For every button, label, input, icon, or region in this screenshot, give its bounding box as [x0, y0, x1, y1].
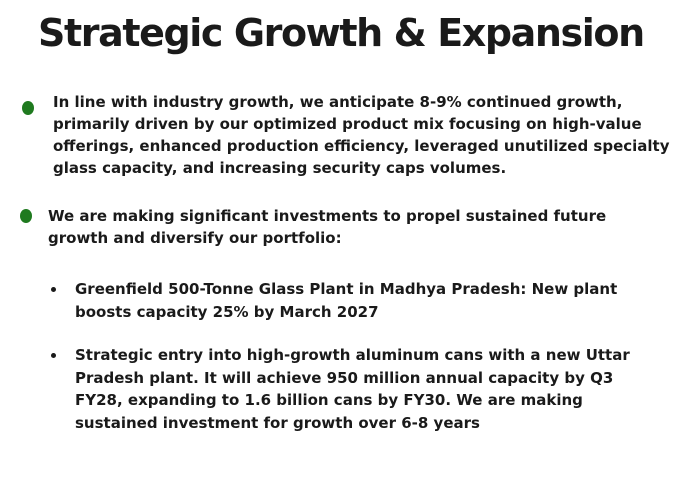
bullet-text: We are making significant investments to… [48, 207, 607, 247]
black-bullet-icon [51, 287, 56, 292]
green-bullet-icon [20, 209, 32, 223]
sub-bullet-text: Strategic entry into high-growth aluminu… [75, 346, 630, 432]
bullet-text: In line with industry growth, we anticip… [53, 93, 670, 177]
sub-bullet-text: Greenfield 500-Tonne Glass Plant in Madh… [75, 280, 618, 321]
black-bullet-icon [51, 353, 56, 358]
slide-title: Strategic Growth & Expansion [38, 11, 645, 55]
green-bullet-icon [22, 101, 34, 115]
